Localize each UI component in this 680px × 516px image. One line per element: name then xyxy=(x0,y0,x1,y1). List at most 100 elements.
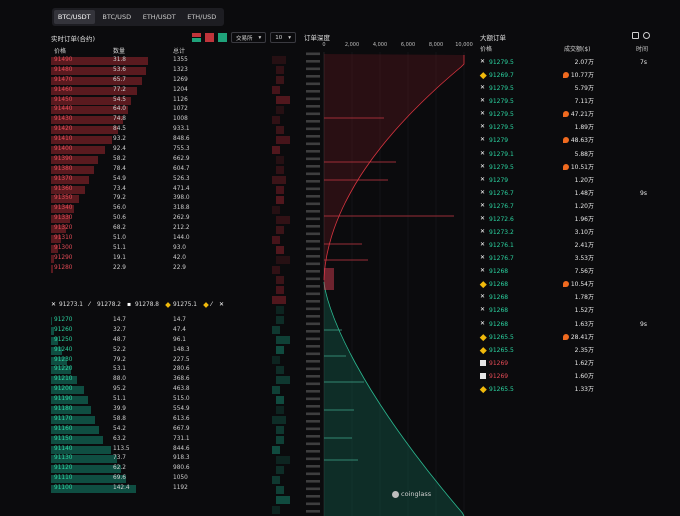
depth-bar xyxy=(51,244,58,253)
exchange-select[interactable]: 交易所 ▾ xyxy=(230,32,267,43)
price: 91420 xyxy=(54,126,73,133)
heat-cell xyxy=(276,136,290,144)
deribit-icon: ⁄ xyxy=(88,301,90,308)
order-price: 91279.5 xyxy=(489,124,514,132)
order-amount-value: 7.56万 xyxy=(574,268,594,276)
ticker-item: ▪ 91278.8 xyxy=(127,302,159,309)
mute-icon[interactable] xyxy=(632,32,639,39)
order-amount-value: 1.33万 xyxy=(574,385,594,393)
order-price: 91279.5 xyxy=(489,59,514,66)
bid-row: 91250 48.7 96.1 xyxy=(51,336,201,346)
heat-cell xyxy=(276,426,284,434)
y-tick-label xyxy=(306,457,320,461)
heat-cell xyxy=(276,496,290,504)
order-amount: 1.48万 xyxy=(575,187,594,200)
asks-only-icon[interactable] xyxy=(204,33,214,42)
qty: 19.1 xyxy=(113,254,126,261)
qty: 68.2 xyxy=(113,225,126,232)
okx-icon: ✕ xyxy=(480,241,486,249)
qty: 84.5 xyxy=(113,126,126,133)
y-tick-label xyxy=(306,60,320,63)
order-amount: 7.11万 xyxy=(575,95,594,108)
price: 91340 xyxy=(54,205,73,212)
col-time: 时间 xyxy=(636,46,649,53)
binance-icon xyxy=(203,302,209,308)
y-tick-label xyxy=(306,292,320,296)
price: 91130 xyxy=(54,455,73,462)
qty: 113.5 xyxy=(113,445,130,452)
coinglass-watermark: coinglass xyxy=(392,490,431,498)
y-tick-label xyxy=(306,307,320,311)
depth-bar xyxy=(51,425,99,434)
order-amount-value: 10.77万 xyxy=(570,72,594,80)
qty: 22.9 xyxy=(113,264,126,271)
order-price: 91268 xyxy=(489,320,509,328)
depth-bar xyxy=(51,215,70,224)
order-price: 91276.1 xyxy=(489,242,514,250)
order-price: 91279.5 xyxy=(489,85,514,93)
y-tick-label xyxy=(306,412,320,416)
y-tick-label xyxy=(306,127,320,131)
order-amount: 10.51万 xyxy=(562,161,594,174)
order-price: 91273.2 xyxy=(489,229,514,237)
ask-row: 91400 92.4 755.3 xyxy=(51,145,201,155)
heat-cell xyxy=(272,386,280,394)
ask-row: 91290 19.1 42.0 xyxy=(51,254,201,264)
okx-icon: ✕ xyxy=(480,123,486,131)
large-order-row: ✕ 91268 1.63万 9s xyxy=(480,318,680,331)
tab-eth-usd[interactable]: ETH/USD xyxy=(187,13,217,21)
large-order-row: 91265.5 28.41万 xyxy=(480,331,680,344)
total: 93.0 xyxy=(173,244,186,251)
heat-cell xyxy=(276,196,284,204)
coinbase-icon xyxy=(480,372,486,379)
depth-chart xyxy=(306,52,465,516)
depth-select[interactable]: 10 ▾ xyxy=(270,32,296,43)
order-amount-value: 2.07万 xyxy=(574,59,594,66)
okx-icon: ✕ xyxy=(480,214,486,222)
gear-icon[interactable] xyxy=(643,32,650,39)
ask-row: 91300 51.1 93.0 xyxy=(51,244,201,254)
qty: 142.4 xyxy=(113,485,130,492)
both-sides-icon[interactable] xyxy=(191,33,201,42)
col-amount: 成交额($) xyxy=(564,46,591,53)
y-tick-label xyxy=(306,300,320,303)
depth-bar xyxy=(51,264,53,273)
bid-row: 91220 53.1 280.6 xyxy=(51,365,201,375)
col-price: 价格 xyxy=(54,48,67,55)
price: 91150 xyxy=(54,435,73,442)
heat-cell xyxy=(276,306,284,314)
y-tick-label xyxy=(306,337,320,341)
ask-row: 91380 78.4 604.7 xyxy=(51,165,201,175)
bids-only-icon[interactable] xyxy=(217,33,227,42)
price: 91450 xyxy=(54,96,73,103)
total: 1323 xyxy=(173,66,188,73)
order-time: 9s xyxy=(640,189,647,197)
heat-cell xyxy=(276,456,290,464)
bid-curve xyxy=(323,281,465,516)
fire-icon xyxy=(562,281,569,288)
tab-eth-usdt[interactable]: ETH/USDT xyxy=(142,13,176,21)
tab-btc-usd[interactable]: BTC/USD xyxy=(102,13,132,21)
ask-row: 91330 50.6 262.9 xyxy=(51,214,201,224)
y-tick-label xyxy=(306,397,320,401)
ticker-item: 91275.1 xyxy=(165,302,197,308)
depth-title: 订单深度 xyxy=(304,34,330,42)
order-amount-value: 47.21万 xyxy=(570,111,594,119)
large-order-row: ✕ 91268 7.56万 xyxy=(480,265,680,278)
price: 91490 xyxy=(54,57,73,63)
heat-cell xyxy=(272,236,280,244)
binance-icon xyxy=(480,333,487,341)
tab-btc-usdt[interactable]: BTC/USDT xyxy=(54,10,95,24)
total: 96.1 xyxy=(173,336,186,343)
order-price: 91279 xyxy=(489,176,509,184)
fire-icon xyxy=(562,72,569,79)
price: 91390 xyxy=(54,155,73,162)
y-tick-label xyxy=(306,165,320,168)
qty: 31.8 xyxy=(113,57,126,63)
depth-bar xyxy=(51,336,58,345)
okx-icon: ✕ xyxy=(480,58,486,65)
ask-row: 91410 93.2 848.6 xyxy=(51,135,201,145)
y-tick-label xyxy=(306,510,320,513)
large-orders-columns: 价格 成交额($) 时间 xyxy=(480,44,680,53)
price: 91480 xyxy=(54,66,73,73)
